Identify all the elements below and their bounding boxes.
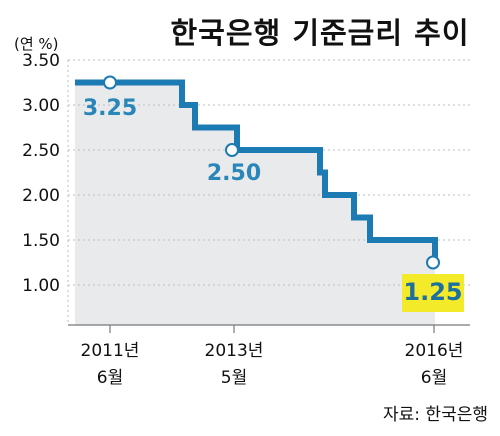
x-tick-label-year: 2011년	[81, 341, 140, 361]
x-tick-label-year: 2016년	[405, 341, 464, 361]
y-tick-label: 3.00	[22, 96, 60, 116]
data-label: 2.50	[207, 161, 261, 186]
x-tick-label-month: 6월	[421, 368, 447, 388]
rate-step-line	[75, 79, 438, 263]
source-note: 자료: 한국은행	[383, 405, 488, 425]
data-point-marker	[103, 75, 117, 90]
highlight-label-bg	[402, 274, 464, 312]
data-point-marker	[426, 255, 440, 270]
chart-title: 한국은행 기준금리 추이	[170, 16, 470, 50]
x-tick-label-year: 2013년	[205, 341, 264, 361]
y-axis-unit-label: (연 %)	[14, 35, 59, 53]
y-tick-label: 2.50	[22, 141, 60, 161]
area-fill	[75, 82, 435, 325]
rate-chart: 3.50 3.00 2.50 2.00 1.50 1.00 2011년 6월 2013년 5월 20…	[22, 51, 470, 388]
x-tick-label-month: 6월	[97, 368, 123, 388]
data-label: 3.25	[83, 96, 137, 121]
y-tick-label: 2.00	[22, 186, 60, 206]
x-tick-label-month: 5월	[221, 368, 247, 388]
data-label: 1.25	[403, 278, 462, 306]
y-tick-label: 3.50	[22, 51, 60, 71]
data-point-marker	[225, 143, 239, 157]
y-tick-label: 1.50	[22, 231, 60, 251]
y-tick-label: 1.00	[22, 276, 60, 296]
